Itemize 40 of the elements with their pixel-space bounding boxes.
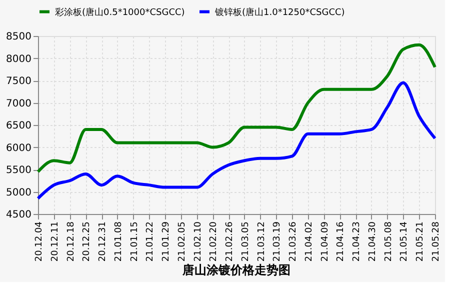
x-tick-label: 21.05.28 xyxy=(432,221,442,262)
x-tick-label: 20.12.18 xyxy=(66,221,76,262)
x-tick-label: 21.04.09 xyxy=(320,221,330,262)
x-tick-label: 21.02.10 xyxy=(193,221,204,262)
y-tick-label: 7500 xyxy=(6,76,32,87)
x-tick-label: 20.12.25 xyxy=(82,222,92,262)
x-tick-label: 21.02.20 xyxy=(209,221,220,262)
legend-label: 彩涂板(唐山0.5*1000*CSGCC) xyxy=(55,6,185,18)
x-tick-label: 21.02.26 xyxy=(225,221,236,262)
legend-label: 镀锌板(唐山1.0*1250*CSGCC) xyxy=(214,6,345,18)
y-tick-label: 8000 xyxy=(6,54,32,65)
x-tick-label: 21.02.05 xyxy=(177,222,188,262)
x-tick-label: 21.01.15 xyxy=(130,222,140,262)
x-tick-label: 21.01.29 xyxy=(162,221,172,262)
y-tick-label: 6500 xyxy=(6,120,32,132)
x-tick-label: 21.03.12 xyxy=(256,222,267,262)
line-series xyxy=(36,81,436,200)
x-tick-label: 21.05.14 xyxy=(400,221,410,262)
x-tick-label: 21.01.22 xyxy=(146,222,156,262)
x-tick-label: 21.05.21 xyxy=(416,222,426,262)
y-tick-label: 5500 xyxy=(6,165,32,176)
x-tick-label: 21.04.16 xyxy=(336,221,346,262)
y-tick-label: 5000 xyxy=(6,187,32,198)
x-tick-label: 20.12.11 xyxy=(50,222,60,262)
y-tick-label: 7000 xyxy=(6,98,32,110)
x-tick-label: 21.03.05 xyxy=(240,222,251,262)
line-series xyxy=(36,43,436,174)
x-tick-label: 21.04.02 xyxy=(304,222,314,262)
x-tick-label: 20.12.31 xyxy=(98,222,108,262)
x-tick-label: 21.04.30 xyxy=(368,221,378,262)
y-tick-label: 4500 xyxy=(6,210,32,220)
x-tick-label: 21.01.08 xyxy=(114,221,124,262)
x-tick-label: 21.03.19 xyxy=(272,221,283,262)
y-tick-label: 6000 xyxy=(6,142,32,154)
x-tick-label: 21.03.26 xyxy=(288,221,299,262)
text: 唐山涂镀价格走势图 xyxy=(182,263,290,278)
x-tick-label: 21.04.23 xyxy=(352,222,362,262)
x-tick-label: 20.12.04 xyxy=(34,221,44,262)
x-tick-label: 21.05.08 xyxy=(384,221,394,262)
y-tick-label: 8500 xyxy=(6,32,32,42)
